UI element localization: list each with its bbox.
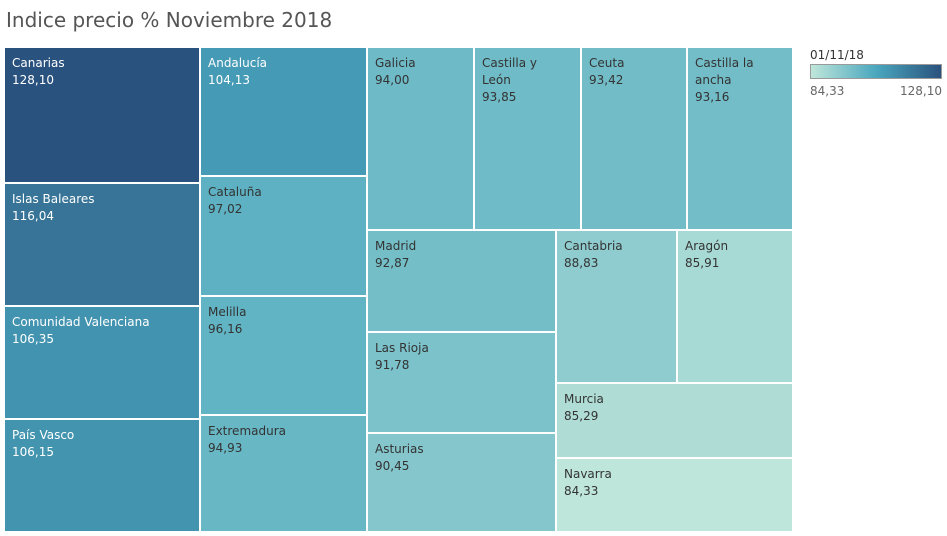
cell-label: Canarias <box>12 56 65 70</box>
cell-label: País Vasco <box>12 428 75 442</box>
treemap-cell[interactable]: Asturias 90,45 <box>367 433 556 532</box>
treemap-cell[interactable]: Andalucía 104,13 <box>200 47 367 176</box>
treemap-cell[interactable]: Extremadura 94,93 <box>200 415 367 532</box>
cell-label: Castilla y León <box>482 56 537 87</box>
cell-label: Ceuta <box>589 56 625 70</box>
cell-value: 91,78 <box>375 358 410 372</box>
cell-value: 96,16 <box>208 322 243 336</box>
cell-value: 92,87 <box>375 256 410 270</box>
legend-color-scale <box>810 64 942 79</box>
cell-label: Islas Baleares <box>12 192 95 206</box>
treemap-cell[interactable]: Madrid 92,87 <box>367 230 556 332</box>
cell-label: Murcia <box>564 392 604 406</box>
treemap-cell[interactable]: Islas Baleares 116,04 <box>4 183 200 306</box>
cell-label: Asturias <box>375 442 424 456</box>
cell-value: 97,02 <box>208 202 243 216</box>
cell-value: 93,42 <box>589 73 624 87</box>
treemap-cell[interactable]: Ceuta 93,42 <box>581 47 687 230</box>
legend-title: 01/11/18 <box>810 48 864 62</box>
cell-label: Castilla la ancha <box>695 56 754 87</box>
legend-min-label: 84,33 <box>810 84 845 98</box>
treemap-cell[interactable]: Castilla la ancha 93,16 <box>687 47 793 230</box>
treemap-cell[interactable]: Navarra 84,33 <box>556 458 793 532</box>
cell-value: 90,45 <box>375 459 410 473</box>
cell-label: Aragón <box>685 239 729 253</box>
cell-label: Comunidad Valenciana <box>12 315 150 329</box>
treemap-cell[interactable]: Galicia 94,00 <box>367 47 474 230</box>
cell-label: Extremadura <box>208 424 286 438</box>
cell-label: Cantabria <box>564 239 623 253</box>
treemap-cell[interactable]: Comunidad Valenciana 106,35 <box>4 306 200 419</box>
treemap-cell[interactable]: Canarias 128,10 <box>4 47 200 183</box>
cell-label: Galicia <box>375 56 416 70</box>
cell-label: Madrid <box>375 239 417 253</box>
treemap-cell[interactable]: Murcia 85,29 <box>556 383 793 458</box>
cell-value: 94,93 <box>208 441 243 455</box>
cell-value: 128,10 <box>12 73 54 87</box>
treemap-cell[interactable]: Castilla y León 93,85 <box>474 47 581 230</box>
cell-label: Melilla <box>208 305 247 319</box>
cell-label: Cataluña <box>208 185 262 199</box>
cell-value: 84,33 <box>564 484 599 498</box>
cell-value: 104,13 <box>208 73 250 87</box>
cell-value: 93,16 <box>695 90 730 104</box>
cell-label: Andalucía <box>208 56 268 70</box>
legend-max-label: 128,10 <box>900 84 942 98</box>
treemap-cell[interactable]: Aragón 85,91 <box>677 230 793 383</box>
treemap-cell[interactable]: Melilla 96,16 <box>200 296 367 415</box>
cell-value: 88,83 <box>564 256 599 270</box>
chart-title: Indice precio % Noviembre 2018 <box>6 8 333 32</box>
cell-value: 93,85 <box>482 90 517 104</box>
treemap-cell[interactable]: Las Rioja 91,78 <box>367 332 556 433</box>
cell-label: Las Rioja <box>375 341 429 355</box>
treemap-cell[interactable]: Cantabria 88,83 <box>556 230 677 383</box>
treemap-cell[interactable]: Cataluña 97,02 <box>200 176 367 296</box>
treemap-cell[interactable]: País Vasco 106,15 <box>4 419 200 532</box>
cell-value: 106,35 <box>12 332 54 346</box>
cell-value: 85,91 <box>685 256 720 270</box>
cell-value: 106,15 <box>12 445 54 459</box>
cell-value: 116,04 <box>12 209 54 223</box>
cell-value: 85,29 <box>564 409 599 423</box>
cell-label: Navarra <box>564 467 612 481</box>
cell-value: 94,00 <box>375 73 410 87</box>
